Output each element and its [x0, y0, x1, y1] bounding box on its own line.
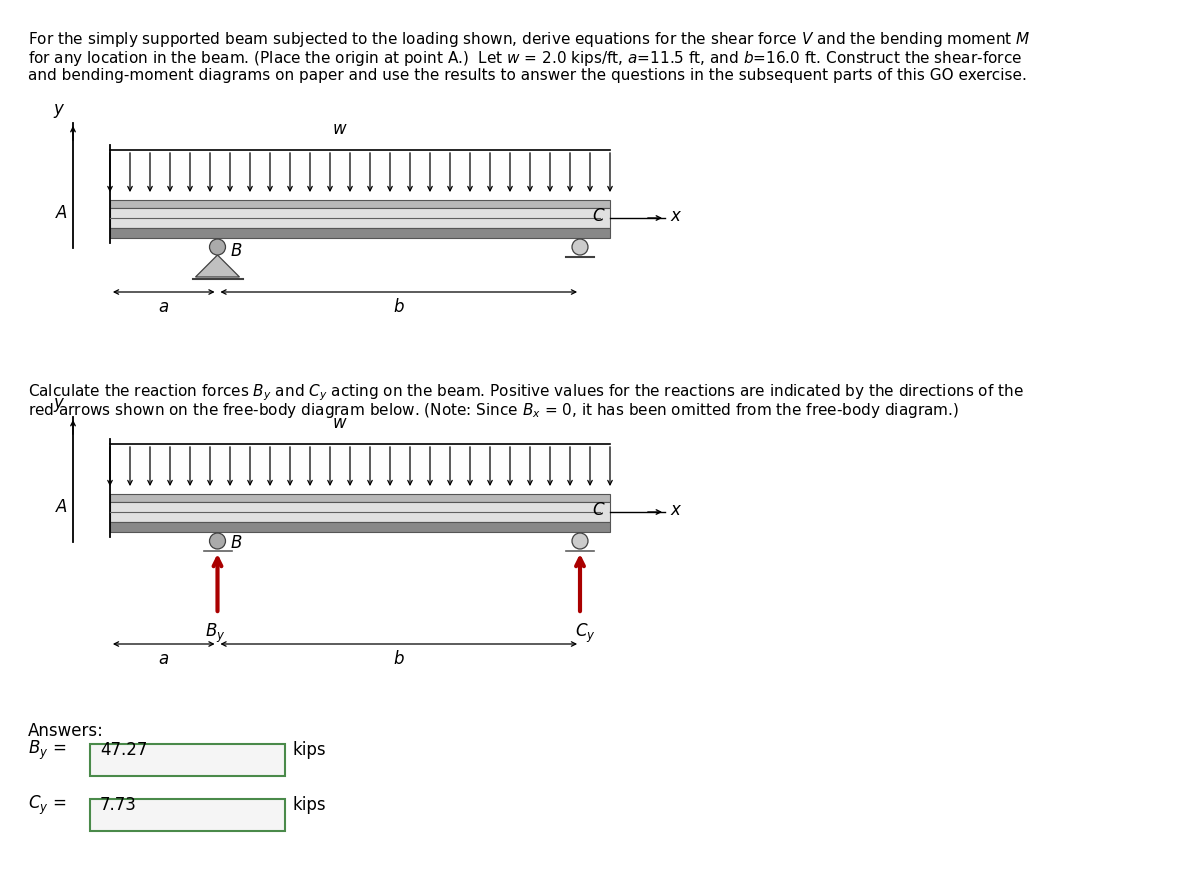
Circle shape [572, 533, 588, 549]
Text: Answers:: Answers: [28, 722, 104, 740]
Text: Calculate the reaction forces $B_y$ and $C_y$ acting on the beam. Positive value: Calculate the reaction forces $B_y$ and … [28, 382, 1024, 402]
Text: $y$: $y$ [53, 102, 65, 120]
Bar [110, 200, 610, 208]
Text: $C_y$: $C_y$ [575, 622, 595, 645]
Text: $A$: $A$ [55, 498, 68, 516]
Text: $x$: $x$ [670, 501, 683, 519]
Text: $C$: $C$ [592, 207, 606, 225]
Text: $b$: $b$ [392, 298, 404, 316]
Text: $w$: $w$ [332, 120, 348, 138]
Text: for any location in the beam. (Place the origin at point A.)  Let $w$ = 2.0 kips: for any location in the beam. (Place the… [28, 49, 1022, 68]
Text: $b$: $b$ [392, 650, 404, 668]
Text: $A$: $A$ [55, 204, 68, 222]
Text: 47.27: 47.27 [100, 741, 148, 759]
FancyBboxPatch shape [90, 744, 286, 776]
Circle shape [210, 533, 226, 549]
Text: $w$: $w$ [332, 414, 348, 432]
Bar [110, 208, 610, 228]
Bar [110, 494, 610, 502]
Text: $B_y$: $B_y$ [205, 622, 226, 645]
Text: and bending-moment diagrams on paper and use the results to answer the questions: and bending-moment diagrams on paper and… [28, 68, 1027, 83]
Text: $a$: $a$ [158, 650, 169, 668]
Text: $x$: $x$ [670, 207, 683, 225]
Circle shape [210, 239, 226, 255]
Bar [110, 522, 610, 532]
Text: 7.73: 7.73 [100, 796, 137, 814]
Polygon shape [196, 255, 240, 277]
Circle shape [572, 239, 588, 255]
Text: kips: kips [293, 741, 326, 759]
Text: $B_y$ =: $B_y$ = [28, 739, 66, 762]
FancyBboxPatch shape [90, 799, 286, 831]
Text: $C_y$ =: $C_y$ = [28, 793, 66, 816]
Text: For the simply supported beam subjected to the loading shown, derive equations f: For the simply supported beam subjected … [28, 30, 1031, 49]
Bar [110, 502, 610, 522]
Text: $y$: $y$ [53, 396, 65, 414]
Text: red arrows shown on the free-body diagram below. (Note: Since $B_x$ = 0, it has : red arrows shown on the free-body diagra… [28, 401, 959, 420]
Text: kips: kips [293, 796, 326, 814]
Text: $B$: $B$ [229, 242, 242, 260]
Text: $a$: $a$ [158, 298, 169, 316]
Bar [110, 228, 610, 238]
Text: $B$: $B$ [229, 534, 242, 552]
Text: $C$: $C$ [592, 501, 606, 519]
